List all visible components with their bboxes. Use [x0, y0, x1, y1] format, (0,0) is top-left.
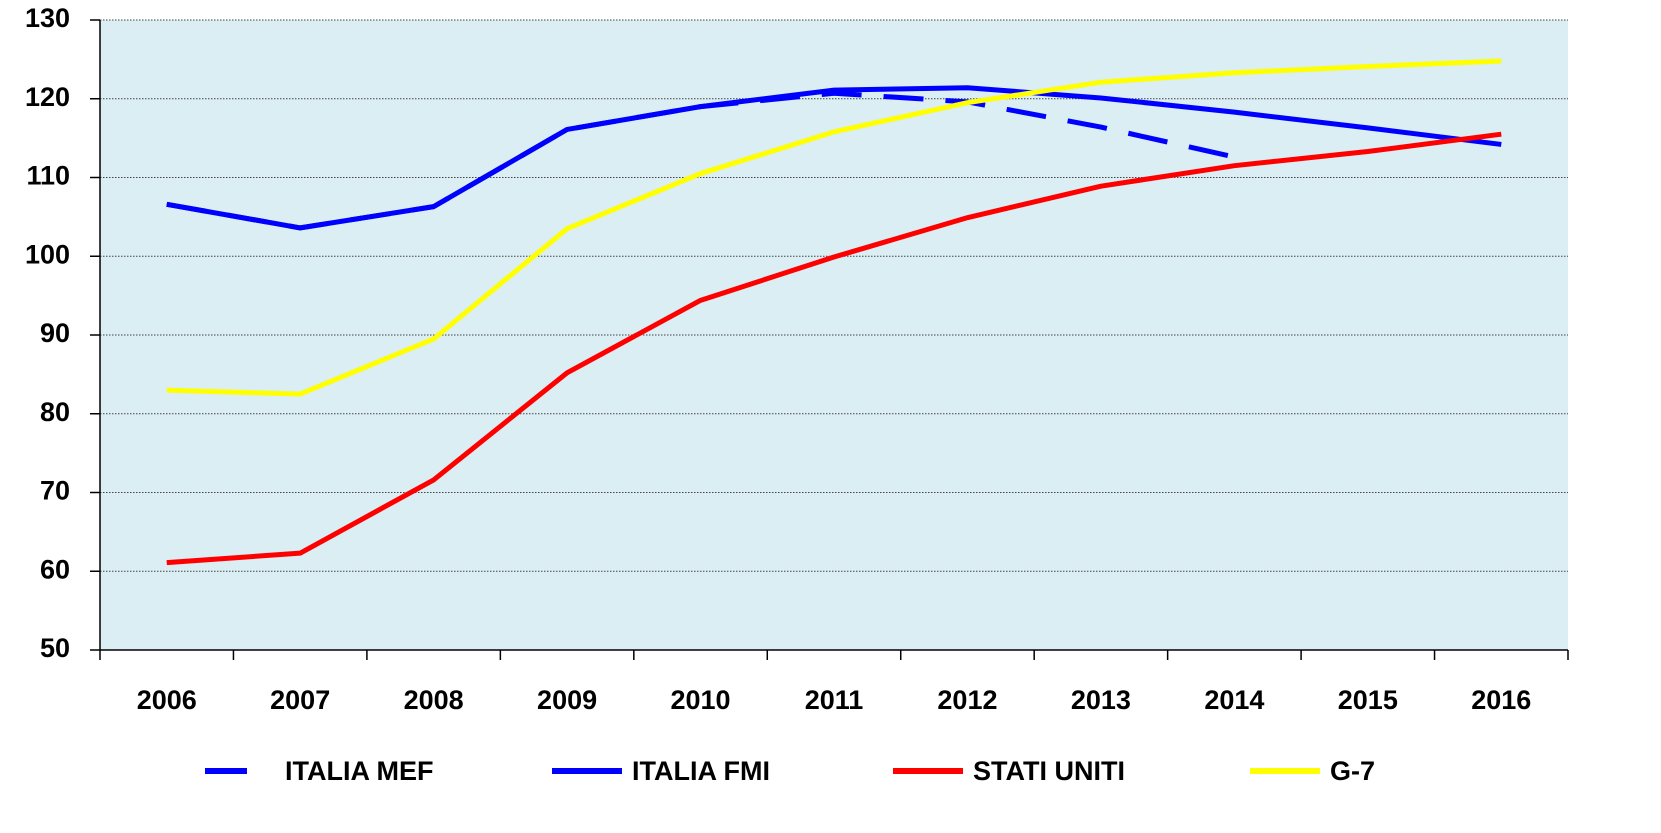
line-series	[166, 85, 1502, 231]
legend-label: ITALIA FMI	[632, 756, 770, 786]
x-tick-label: 2014	[1204, 685, 1264, 715]
x-tick-label: 2006	[137, 685, 197, 715]
x-tick-label: 2012	[937, 685, 997, 715]
y-tick-label: 50	[40, 633, 70, 663]
legend-label: ITALIA MEF	[285, 756, 433, 786]
x-tick-label: 2009	[537, 685, 597, 715]
y-tick-label: 100	[25, 239, 70, 269]
y-tick-label: 60	[40, 554, 70, 584]
legend-label: STATI UNITI	[973, 756, 1125, 786]
x-tick-label: 2016	[1471, 685, 1531, 715]
y-tick-label: 80	[40, 397, 70, 427]
x-tick-label: 2010	[671, 685, 731, 715]
x-tick-label: 2007	[270, 685, 330, 715]
y-tick-label: 120	[25, 82, 70, 112]
y-tick-label: 110	[26, 161, 70, 191]
line-series	[166, 131, 1502, 566]
legend-label: G-7	[1330, 756, 1375, 786]
x-tick-label: 2013	[1071, 685, 1131, 715]
x-tick-label: 2008	[404, 685, 464, 715]
y-tick-label: 130	[25, 3, 70, 33]
x-tick-label: 2011	[805, 685, 864, 715]
y-tick-label: 70	[40, 476, 70, 506]
line-series	[166, 58, 1502, 397]
x-tick-label: 2015	[1338, 685, 1398, 715]
y-tick-label: 90	[40, 318, 70, 348]
